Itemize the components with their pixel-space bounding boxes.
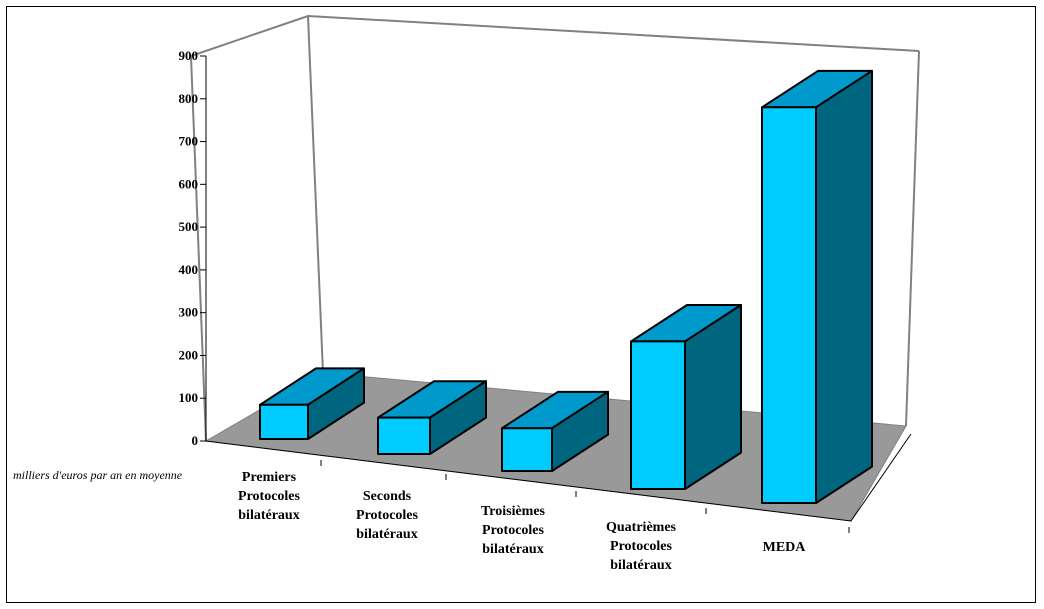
y-tick-label: 300 (179, 305, 199, 320)
y-tick-label: 0 (192, 433, 199, 448)
x-category-label-line: Premiers (242, 470, 297, 485)
bar (501, 427, 553, 472)
back-wall-corner-edge (307, 15, 324, 374)
back-wall-top-edge (190, 14, 920, 57)
y-tick-label: 900 (179, 48, 199, 63)
x-category-label-line: bilatéraux (482, 542, 543, 557)
x-category-label-line: Protocoles (238, 489, 300, 504)
y-tick-label: 800 (179, 91, 199, 106)
y-tick-label: 500 (179, 219, 199, 234)
x-category-label-line: Troisièmes (481, 504, 546, 519)
bar-side-face (815, 69, 873, 504)
x-category-label-line: bilatéraux (356, 527, 417, 542)
x-category-label-line: bilatéraux (610, 558, 671, 573)
x-axis-line (205, 433, 912, 522)
x-category-label: Seconds Protocoles bilatéraux (356, 489, 418, 542)
side-wall-left-edge (190, 55, 207, 442)
x-category-label-line: MEDA (763, 540, 807, 555)
x-category-label-line: Quatrièmes (606, 520, 677, 535)
chart-frame: 0 100 200 300 400 500 600 700 800 900 milliers d'e… (6, 6, 1036, 603)
x-category-label: MEDA (763, 540, 807, 555)
y-tick-label: 600 (179, 176, 199, 191)
bar (259, 403, 309, 440)
bar-chart-3d: 0 100 200 300 400 500 600 700 800 900 milliers d'e… (13, 14, 920, 573)
bar (630, 340, 686, 490)
y-axis-unit-label: milliers d'euros par an en moyenne (13, 468, 183, 482)
bar (761, 106, 817, 504)
x-category-label-line: Protocoles (610, 539, 672, 554)
x-category-label-line: Seconds (363, 489, 412, 504)
x-category-label: Quatrièmes Protocoles bilatéraux (606, 520, 677, 573)
x-category-label: Premiers Protocoles bilatéraux (238, 470, 300, 523)
x-category-label-line: bilatéraux (238, 508, 299, 523)
y-tick-label: 700 (179, 134, 199, 149)
x-category-label-line: Protocoles (356, 508, 418, 523)
bar (377, 416, 431, 455)
y-tick-label: 400 (179, 262, 199, 277)
y-tick-label: 100 (179, 390, 199, 405)
back-wall-right-edge (905, 50, 920, 427)
x-category-label-line: Protocoles (482, 523, 544, 538)
x-category-label: Troisièmes Protocoles bilatéraux (481, 504, 546, 557)
y-tick-label: 200 (179, 347, 199, 362)
